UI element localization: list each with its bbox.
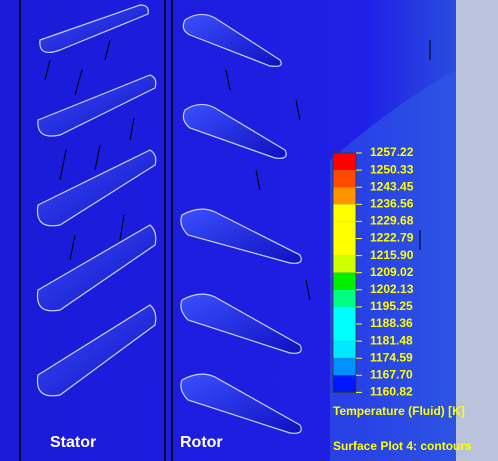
region (330, 70, 456, 461)
colorbar-segment (333, 272, 356, 290)
colorbar-label: 1181.48 (370, 333, 413, 347)
colorbar-label: 1250.33 (370, 162, 414, 176)
colorbar-segment (333, 375, 356, 393)
colorbar-label: 1195.25 (370, 299, 413, 313)
colorbar-label: 1229.68 (370, 214, 414, 228)
colorbar-segment (333, 358, 356, 376)
colorbar-segment (333, 306, 356, 324)
colorbar-label: 1236.56 (370, 196, 414, 210)
legend-caption: Surface Plot 4: contours (333, 439, 472, 453)
colorbar-segment (333, 255, 356, 273)
rotor-label: Rotor (180, 434, 223, 451)
colorbar-segment (333, 187, 356, 205)
colorbar-label: 1167.70 (370, 367, 413, 381)
colorbar-label: 1202.13 (370, 282, 414, 296)
colorbar-segment (333, 170, 356, 188)
colorbar-segment (333, 289, 356, 307)
rotor-blades (180, 13, 302, 434)
vectors (44, 39, 431, 301)
colorbar-segment (333, 238, 356, 256)
colorbar-segment (333, 324, 356, 342)
colorbar-segment (333, 221, 356, 239)
colorbar-segment (333, 153, 356, 171)
colorbar-segment (333, 341, 356, 359)
colorbar-segment (333, 204, 356, 222)
colorbar-label: 1174.59 (370, 350, 413, 364)
colorbar-label: 1222.79 (370, 231, 414, 245)
colorbar-label: 1243.45 (370, 179, 414, 193)
colorbar-label: 1160.82 (370, 385, 413, 399)
colorbar-label: 1188.36 (370, 316, 413, 330)
legend-title: Temperature (Fluid) [K] (333, 404, 465, 418)
stator-label: Stator (50, 434, 96, 451)
colorbar-label: 1215.90 (370, 248, 414, 262)
colorbar-label: 1209.02 (370, 265, 414, 279)
colorbar-label: 1257.22 (370, 145, 414, 159)
stator-blades (36, 4, 157, 397)
colorbar: 1257.22 1250.33 1243.45 1236.56 1229.68 1222.… (332, 145, 414, 399)
